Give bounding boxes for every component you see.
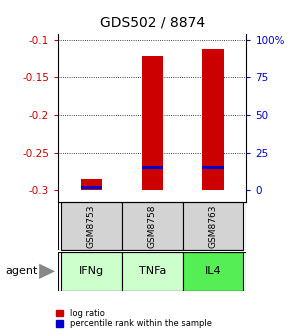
- Legend: log ratio, percentile rank within the sample: log ratio, percentile rank within the sa…: [56, 309, 212, 329]
- Bar: [122, 202, 183, 250]
- Text: GSM8753: GSM8753: [87, 204, 96, 248]
- Bar: [81, 186, 102, 189]
- Text: agent: agent: [6, 266, 38, 276]
- Bar: [202, 166, 224, 169]
- Text: TNFa: TNFa: [139, 266, 166, 276]
- Text: GSM8758: GSM8758: [148, 204, 157, 248]
- Bar: [183, 202, 244, 250]
- Title: GDS502 / 8874: GDS502 / 8874: [100, 16, 205, 30]
- Bar: [81, 179, 102, 190]
- Text: GSM8763: GSM8763: [209, 204, 218, 248]
- Text: IL4: IL4: [205, 266, 221, 276]
- Bar: [142, 56, 163, 190]
- Text: IFNg: IFNg: [79, 266, 104, 276]
- Bar: [61, 252, 122, 291]
- Bar: [183, 252, 244, 291]
- Bar: [202, 49, 224, 190]
- Bar: [142, 166, 163, 169]
- Polygon shape: [39, 264, 55, 279]
- Bar: [122, 252, 183, 291]
- Bar: [61, 202, 122, 250]
